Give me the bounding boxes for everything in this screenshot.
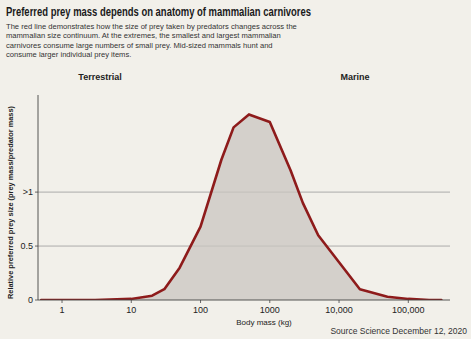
x-tick: [131, 300, 132, 303]
annotation: Marine: [340, 72, 369, 82]
subtitle-line: consume larger individual prey items.: [6, 50, 131, 59]
y-tick-label: 0: [28, 295, 33, 305]
subtitle-line: mammalian size continuum. At the extreme…: [6, 31, 281, 40]
x-axis-label: Body mass (kg): [236, 318, 292, 327]
subtitle-line: The red line demonstrates how the size o…: [6, 22, 297, 31]
x-tick-label: 100: [193, 305, 208, 315]
source: Source Science December 12, 2020: [330, 326, 467, 336]
subtitle: The red line demonstrates how the size o…: [6, 22, 297, 59]
y-axis-label: Relative preferred prey size (prey mass/…: [6, 105, 15, 299]
y-tick-label: >1: [23, 187, 33, 197]
subtitle-line: carnivores consume large numbers of smal…: [6, 41, 273, 50]
annotation: Terrestrial: [78, 72, 121, 82]
plot-area: [41, 114, 441, 300]
chart: Preferred prey mass depends on anatomy o…: [0, 0, 471, 339]
x-tick: [200, 300, 201, 303]
title: Preferred prey mass depends on anatomy o…: [6, 5, 311, 19]
x-tick-label: 10: [126, 305, 136, 315]
x-tick-label: 10,000: [325, 305, 353, 315]
y-tick-label: 0.5: [20, 241, 33, 251]
x-tick-label: 1: [60, 305, 65, 315]
series-line: [41, 114, 441, 300]
x-tick: [269, 300, 270, 303]
x-tick: [408, 300, 409, 303]
y-axis: [38, 95, 39, 300]
x-axis: [38, 300, 450, 301]
area-fill: [41, 114, 441, 300]
x-tick-label: 100,000: [392, 305, 425, 315]
x-tick: [62, 300, 63, 303]
background: [0, 0, 471, 339]
x-tick: [339, 300, 340, 303]
x-tick-label: 1000: [260, 305, 280, 315]
